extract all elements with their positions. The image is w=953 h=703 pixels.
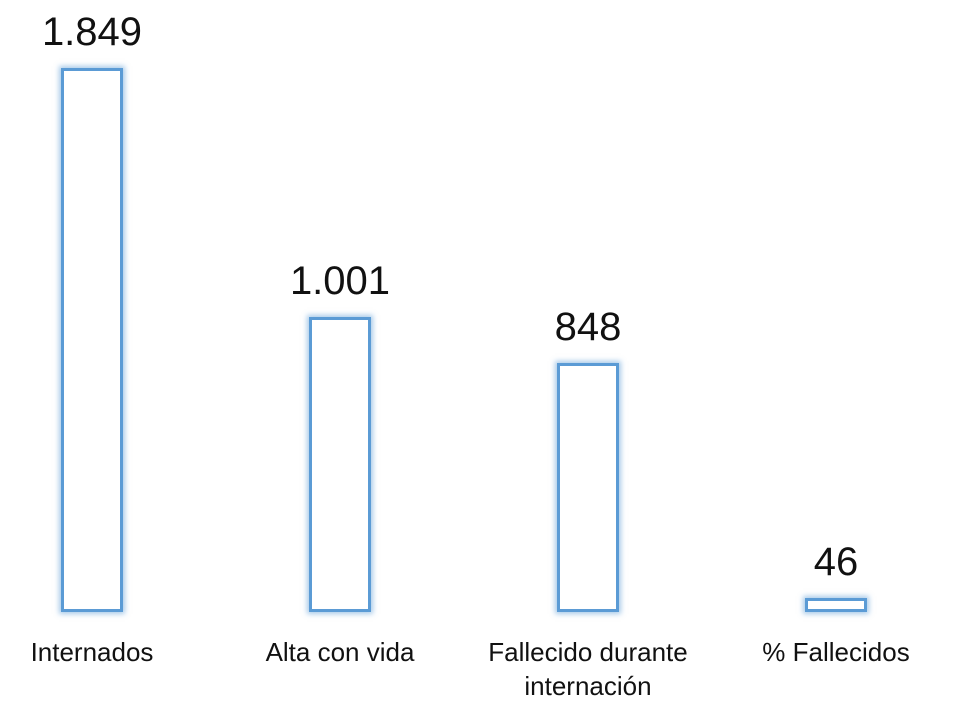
bar <box>557 362 619 612</box>
bar <box>61 68 123 612</box>
x-tick-label: Internados <box>30 637 154 667</box>
x-tick-label: % Fallecidos <box>762 637 910 667</box>
value-label: 46 <box>813 540 859 585</box>
value-label: 1.849 <box>41 10 143 54</box>
x-tick-label: Fallecido durante internación <box>488 637 688 701</box>
bar <box>805 598 867 612</box>
value-label: 1.001 <box>289 259 391 304</box>
value-label: 848 <box>554 304 622 349</box>
bar <box>309 317 371 612</box>
x-tick-label: Alta con vida <box>265 637 415 667</box>
